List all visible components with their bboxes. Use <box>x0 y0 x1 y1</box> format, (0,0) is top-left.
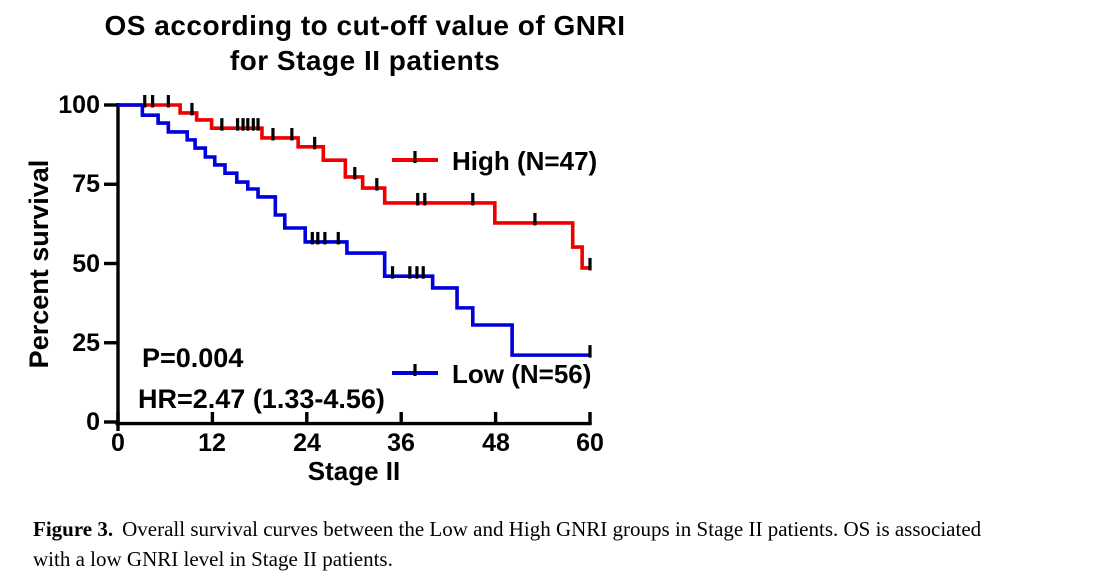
y-tick-label-0: 0 <box>86 408 100 436</box>
legend-marker-high <box>392 151 438 163</box>
caption-label: Figure 3. <box>33 517 114 541</box>
survival-curve-high <box>118 103 590 270</box>
x-tick-label-12: 12 <box>198 429 226 457</box>
hazard-ratio-text: HR=2.47 (1.33-4.56) <box>138 384 385 414</box>
y-tick-label-100: 100 <box>58 91 100 119</box>
x-axis-title: Stage II <box>307 456 401 486</box>
legend-label-high: High (N=47) <box>452 146 598 176</box>
legend-marker-low <box>392 364 438 376</box>
p-value-text: P=0.004 <box>142 343 244 373</box>
survival-curve-low <box>118 103 590 357</box>
x-tick-label-24: 24 <box>293 429 321 457</box>
legend-label-low: Low (N=56) <box>452 359 592 389</box>
caption-text-line1: Overall survival curves between the Low … <box>122 517 982 541</box>
x-tick-label-0: 0 <box>111 429 125 457</box>
y-tick-label-25: 25 <box>72 329 100 357</box>
y-tick-label-50: 50 <box>72 250 100 278</box>
chart-title-line1: OS according to cut-off value of GNRI <box>104 10 626 41</box>
chart-title: OS according to cut-off value of GNRI fo… <box>40 8 690 78</box>
y-tick-label-75: 75 <box>72 170 100 198</box>
x-tick-label-48: 48 <box>482 429 510 457</box>
figure-caption: Figure 3. Overall survival curves between… <box>33 514 1081 574</box>
x-tick-label-60: 60 <box>576 429 604 457</box>
x-tick-label-36: 36 <box>387 429 415 457</box>
caption-text-line2: with a low GNRI level in Stage II patien… <box>33 547 393 571</box>
chart-title-line2: for Stage II patients <box>229 45 501 76</box>
